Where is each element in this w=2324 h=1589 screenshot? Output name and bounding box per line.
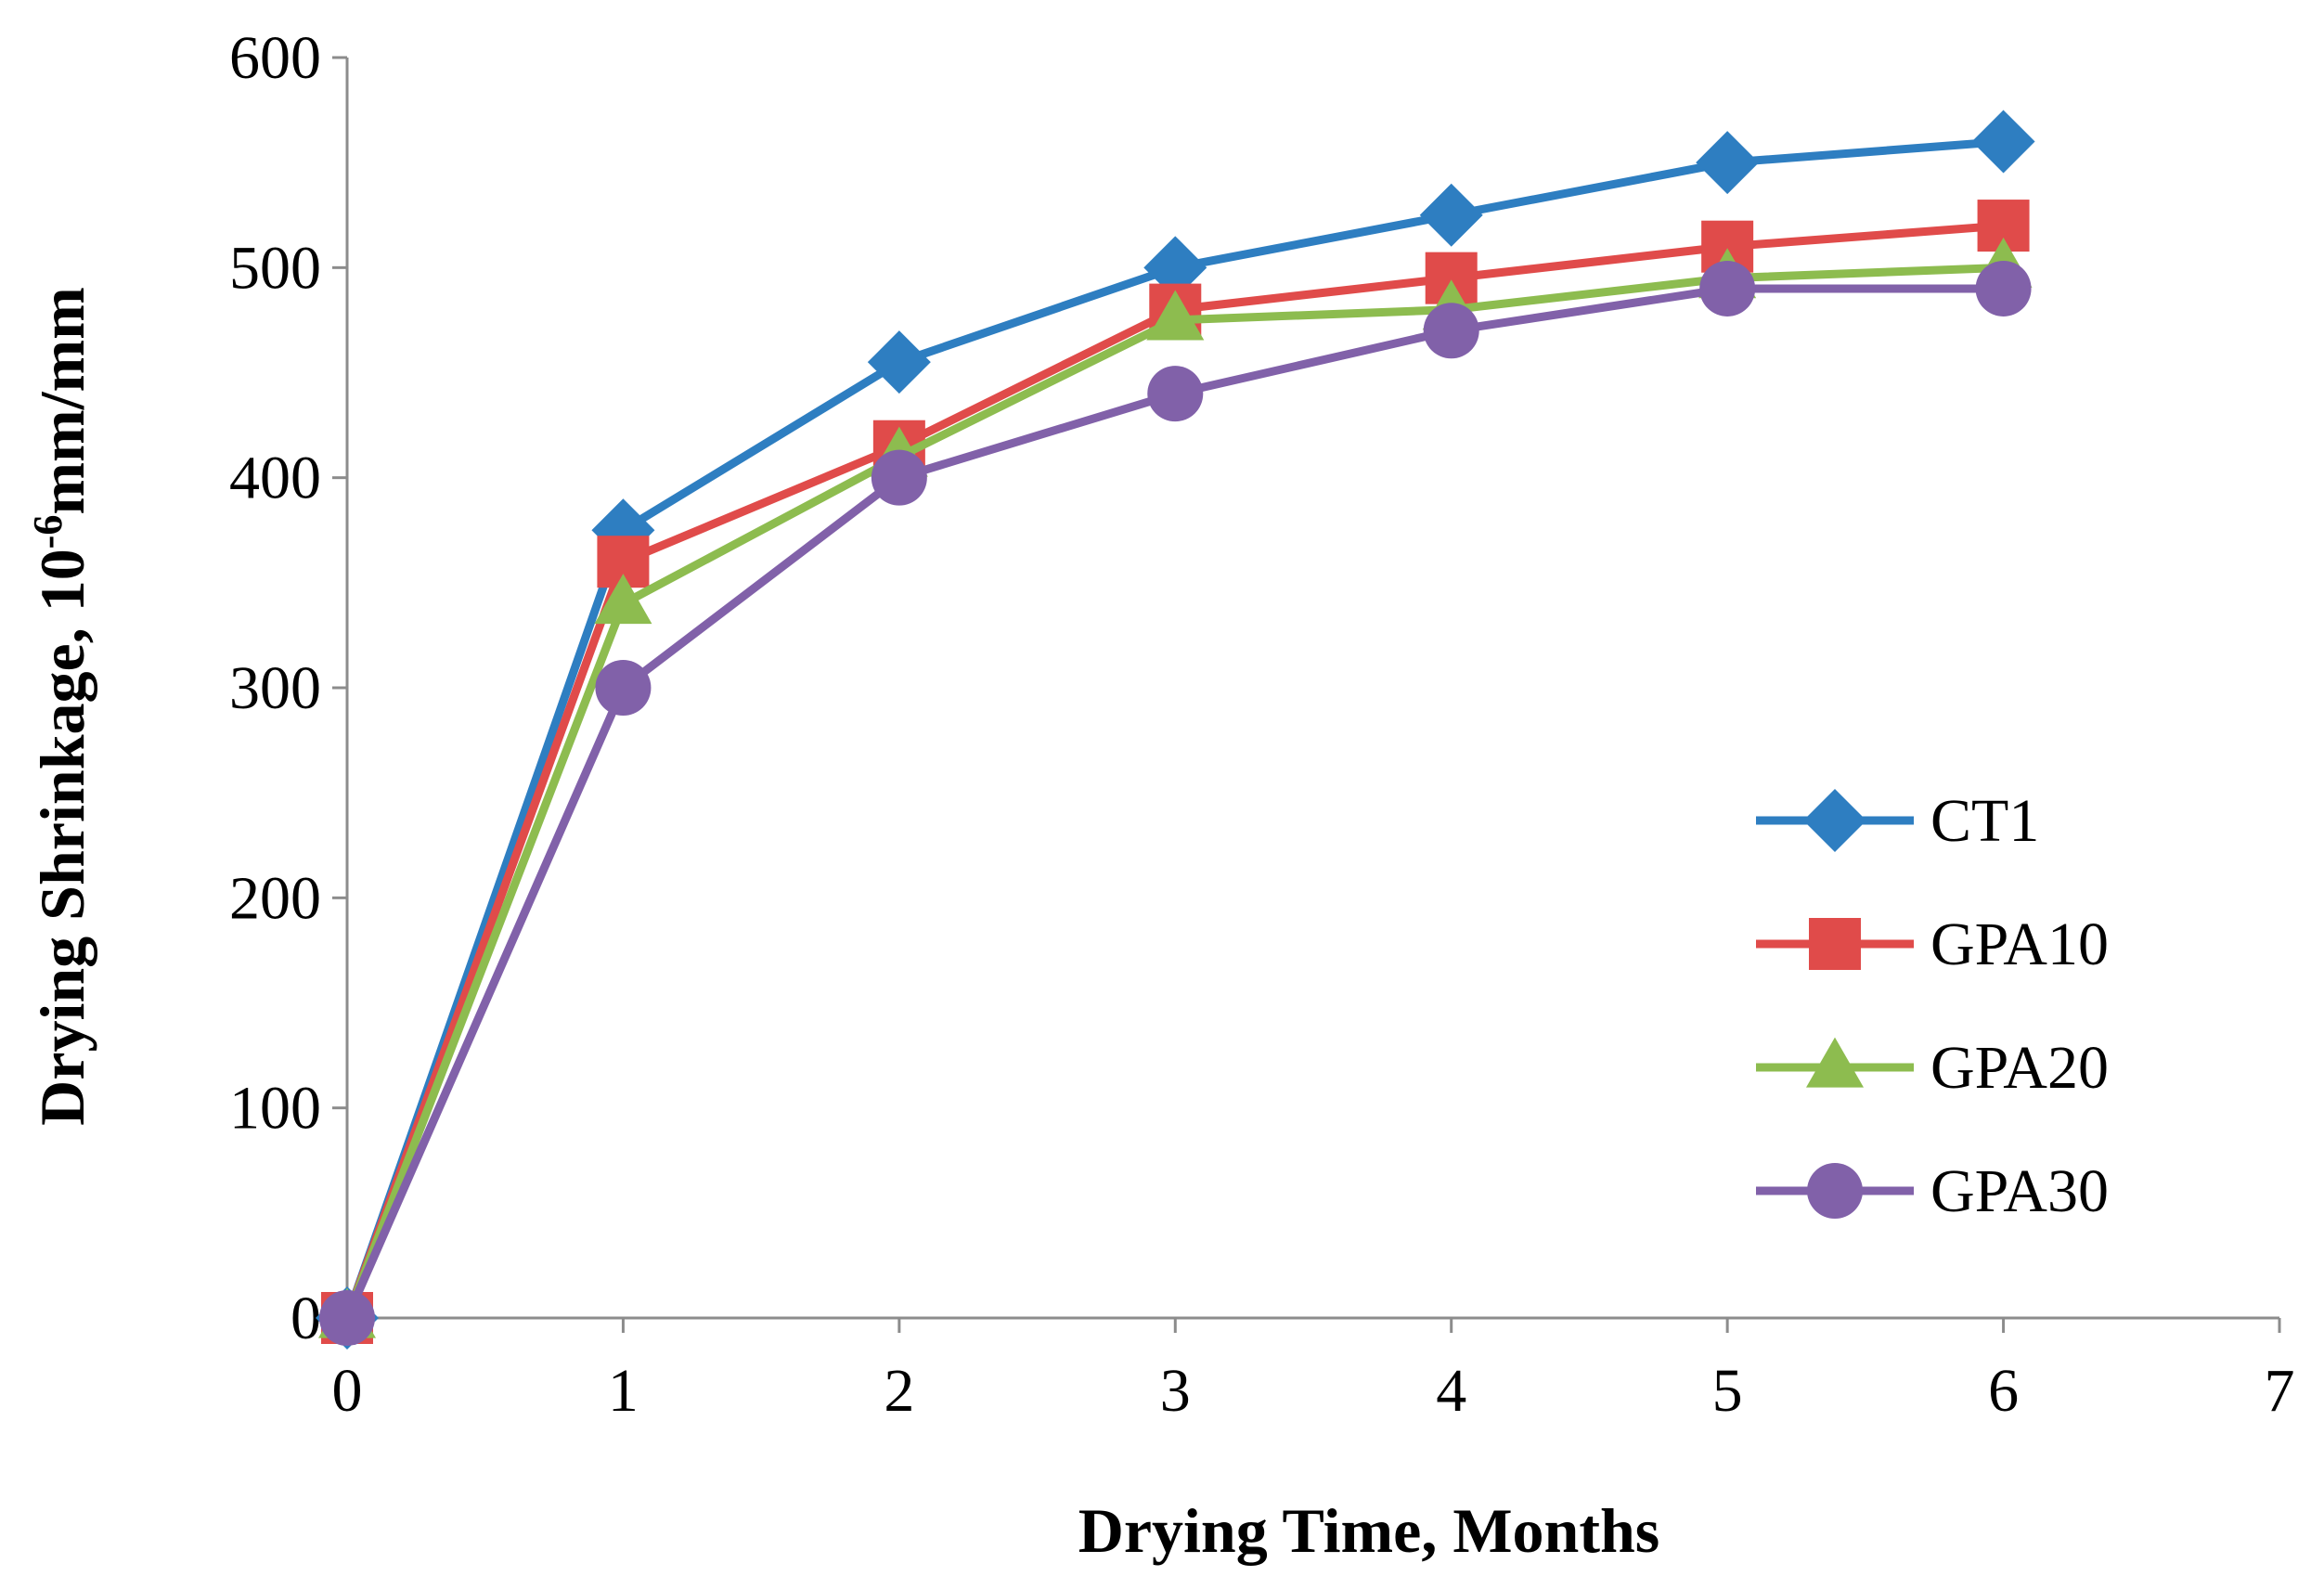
y-tick-label: 600 bbox=[229, 24, 321, 92]
data-point-ct1 bbox=[1419, 183, 1483, 247]
data-point-gpa30 bbox=[1975, 260, 2032, 317]
y-axis-title-main: Drying Shrinkage, 10 bbox=[27, 549, 97, 1126]
y-tick-label: 200 bbox=[229, 864, 321, 932]
legend-marker-gpa10 bbox=[1809, 918, 1861, 970]
y-tick-label: 100 bbox=[229, 1075, 321, 1143]
legend-marker-ct1 bbox=[1803, 789, 1866, 852]
legend-item-gpa20: GPA20 bbox=[1756, 1034, 2109, 1102]
legend-marker-gpa30 bbox=[1807, 1163, 1863, 1219]
y-tick-label: 300 bbox=[229, 654, 321, 722]
data-point-gpa20 bbox=[1146, 290, 1205, 341]
x-tick-label: 7 bbox=[2265, 1357, 2295, 1425]
y-axis-title-superscript: -6 bbox=[25, 515, 71, 549]
x-tick-label: 6 bbox=[1988, 1357, 2019, 1425]
series-line-gpa30 bbox=[342, 284, 2004, 1320]
y-tick-label: 400 bbox=[229, 445, 321, 512]
data-point-gpa30 bbox=[1147, 366, 1204, 422]
legend-label-gpa20: GPA20 bbox=[1930, 1034, 2109, 1102]
legend-item-gpa10: GPA10 bbox=[1756, 911, 2109, 978]
data-point-gpa30 bbox=[1699, 260, 1756, 317]
data-point-ct1 bbox=[1143, 236, 1207, 300]
y-axis-title: Drying Shrinkage, 10-6mm/mm bbox=[25, 287, 98, 1126]
x-tick-label: 1 bbox=[608, 1357, 639, 1425]
legend-label-ct1: CT1 bbox=[1930, 787, 2039, 855]
legend-item-ct1: CT1 bbox=[1756, 787, 2039, 855]
legend-label-gpa10: GPA10 bbox=[1930, 911, 2109, 978]
data-point-gpa30 bbox=[319, 1290, 375, 1346]
data-point-gpa30 bbox=[1423, 303, 1479, 359]
legend: CT1 GPA10 GPA20 GPA30 bbox=[1756, 787, 2109, 1225]
legend-label-gpa30: GPA30 bbox=[1930, 1157, 2109, 1225]
y-axis-title-unit: mm/mm bbox=[27, 287, 97, 514]
x-tick-label: 2 bbox=[884, 1357, 914, 1425]
data-point-gpa30 bbox=[871, 449, 927, 506]
legend-item-gpa30: GPA30 bbox=[1756, 1157, 2109, 1225]
x-tick-label: 0 bbox=[332, 1357, 363, 1425]
x-tick-label: 5 bbox=[1712, 1357, 1743, 1425]
y-tick-label: 500 bbox=[229, 234, 321, 302]
series-lines bbox=[316, 110, 2035, 1350]
x-tick-label: 3 bbox=[1160, 1357, 1191, 1425]
data-point-gpa30 bbox=[595, 660, 652, 716]
series-line-gpa20 bbox=[342, 263, 2004, 1320]
data-point-ct1 bbox=[867, 330, 931, 394]
data-point-gpa20 bbox=[594, 574, 652, 625]
data-point-ct1 bbox=[1971, 110, 2035, 174]
x-tick-label: 4 bbox=[1436, 1357, 1466, 1425]
series-gpa30 bbox=[319, 260, 2032, 1346]
x-axis-title: Drying Time, Months bbox=[1078, 1495, 1660, 1566]
data-point-ct1 bbox=[1696, 131, 1760, 195]
legend-marker-gpa20 bbox=[1806, 1037, 1864, 1088]
